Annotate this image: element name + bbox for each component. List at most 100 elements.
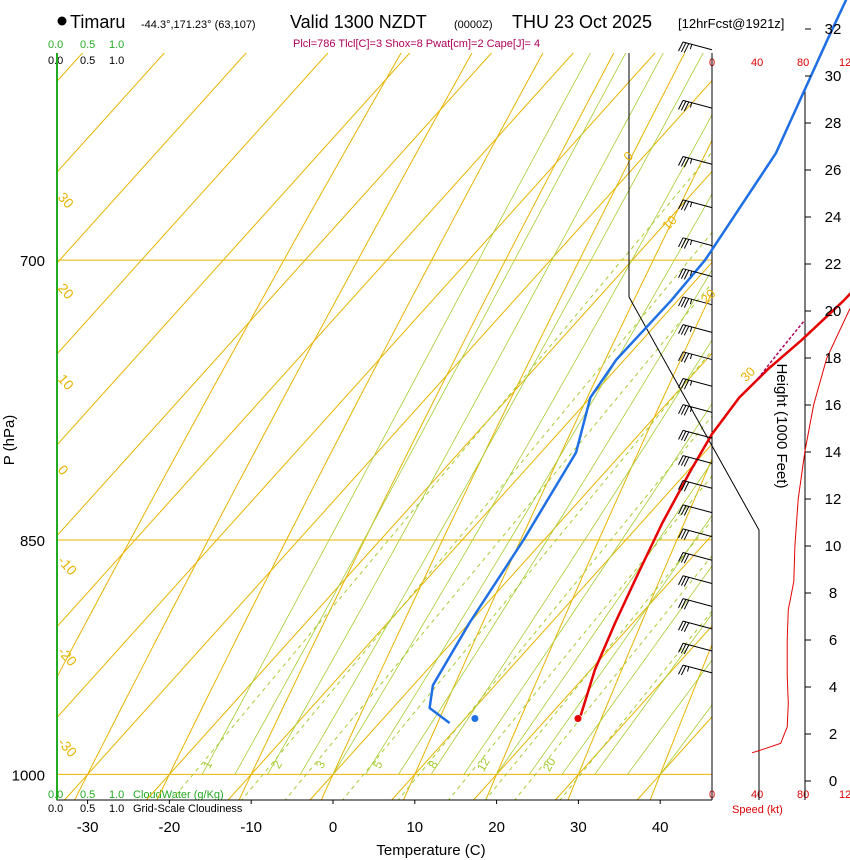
isotherm-line-ext: [473, 774, 497, 800]
wind-barb-flag: [680, 297, 687, 308]
wind-barb-staff: [682, 324, 713, 333]
height-tick-label: 8: [829, 585, 837, 602]
dry-adiabat-line: [156, 53, 544, 800]
wind-barb-flag: [678, 430, 684, 440]
wind-barb-flag: [680, 643, 687, 654]
height-tick-label: 20: [825, 303, 842, 320]
mixing-ratio-label: 8: [426, 758, 442, 771]
mixing-ratio-label: 12: [474, 755, 493, 774]
height-axis-title: Height (1000 Feet): [773, 363, 790, 488]
x-tick-label: 10: [406, 819, 423, 836]
dry-adiabat-line: [485, 291, 712, 800]
parcel-profile-line: [757, 320, 805, 380]
boundary-outline: [628, 53, 760, 800]
wind-barb-staff: [682, 404, 713, 413]
wind-barb-staff: [682, 41, 713, 51]
isotherm-line: [57, 53, 411, 446]
dry-adiabat-line: [74, 53, 473, 800]
wind-barb-flag: [683, 101, 690, 112]
wind-barb-flag: [683, 379, 690, 390]
wind-barb-flag: [678, 480, 684, 490]
isotherm-line: [169, 170, 712, 775]
mixing-ratio-line: [284, 282, 712, 800]
wind-barb-flag: [683, 622, 690, 633]
wind-barb-halfflag: [689, 353, 693, 360]
height-tick-label: 6: [829, 632, 837, 649]
speed-tick-top-120: 12: [839, 57, 850, 69]
wind-barb-flag: [680, 379, 687, 389]
wind-barb-flag: [683, 577, 690, 587]
cloudiness-tick-2-bottom: 1.0: [109, 803, 124, 815]
wind-barb-flag: [683, 353, 690, 363]
isotherm-line: [57, 53, 574, 628]
height-tick-label: 0: [829, 773, 837, 790]
isotherm-label: -10: [55, 553, 81, 579]
wind-barb-halfflag: [687, 666, 690, 672]
cloudiness-tick-0-top: 0.0: [48, 55, 63, 67]
height-tick-label: 28: [825, 115, 842, 132]
wind-barb-flag: [678, 643, 684, 653]
wind-barb-flag: [678, 237, 684, 248]
wind-barb-flag: [678, 504, 684, 515]
isotherm-line-ext: [391, 774, 416, 800]
mixing-ratio-line: [341, 349, 712, 800]
surface-dewpoint-marker: [471, 715, 479, 723]
isotherm-line: [250, 261, 712, 775]
wind-barb-flag: [680, 269, 687, 279]
cloudwater-tick-0-top: 0.0: [48, 39, 63, 51]
isotherm-line-ext: [719, 774, 742, 800]
x-tick-label: -30: [77, 819, 99, 836]
wind-barb-flag: [678, 575, 684, 586]
wind-barb: [678, 99, 713, 112]
station-name: Timaru: [70, 12, 125, 32]
wind-barb-staff: [682, 664, 713, 674]
mixing-ratio-label: 5: [370, 758, 386, 771]
y-axis-title: P (hPa): [1, 415, 18, 466]
wind-barb-flag: [680, 157, 687, 167]
wind-barb-flag: [678, 378, 684, 388]
isotherm-line: [496, 534, 712, 775]
x-tick-label: 40: [652, 819, 669, 836]
moist-adiabat-line: [201, 53, 591, 775]
moist-adiabat-line: [267, 53, 664, 775]
wind-barb: [678, 237, 713, 249]
height-tick-label: 4: [829, 679, 837, 696]
wind-barb-staff: [682, 156, 713, 165]
wind-barb: [678, 324, 713, 336]
wind-barb-flag: [680, 599, 687, 609]
cloudwater-tick-0-bottom: 0.0: [48, 789, 63, 801]
isotherm-label: -20: [55, 643, 81, 669]
mixing-ratio-label: 1: [200, 758, 216, 771]
moist-adiabat-line: [299, 53, 704, 775]
wind-barb-flag: [678, 268, 684, 279]
isotherm-line: [659, 716, 712, 775]
pressure-tick-label: 850: [20, 533, 45, 550]
isotherm-line-ext: [636, 774, 661, 800]
wind-barb: [678, 528, 713, 540]
wind-barb-staff: [682, 642, 713, 652]
wind-barb-staff: [682, 598, 713, 607]
wind-barb-flag: [678, 324, 684, 334]
moist-adiabat-line: [365, 193, 712, 775]
x-tick-label: 20: [488, 819, 505, 836]
wind-barb-flag: [678, 41, 684, 52]
wind-barb-flag: [683, 43, 690, 53]
dry-adiabat-label: 0: [620, 148, 636, 164]
isotherm-line: [57, 53, 84, 83]
moist-adiabat-line: [332, 113, 712, 775]
wind-barb: [678, 455, 713, 467]
moist-adiabat-line: [561, 565, 712, 775]
wind-barb-flag: [678, 296, 684, 307]
wind-barb-flag: [683, 239, 690, 249]
wind-barb-halfflag: [689, 326, 693, 332]
mixing-ratio-line: [397, 415, 712, 800]
wind-barb-flag: [680, 665, 687, 676]
dry-adiabat-line: [320, 53, 686, 800]
wind-barb-flag: [683, 201, 690, 211]
temperature-profile-line: [579, 292, 850, 716]
surface-temperature-marker: [574, 715, 582, 723]
wind-barb-flag: [680, 100, 687, 111]
wind-barb: [678, 664, 713, 676]
height-tick-label: 12: [825, 491, 842, 508]
